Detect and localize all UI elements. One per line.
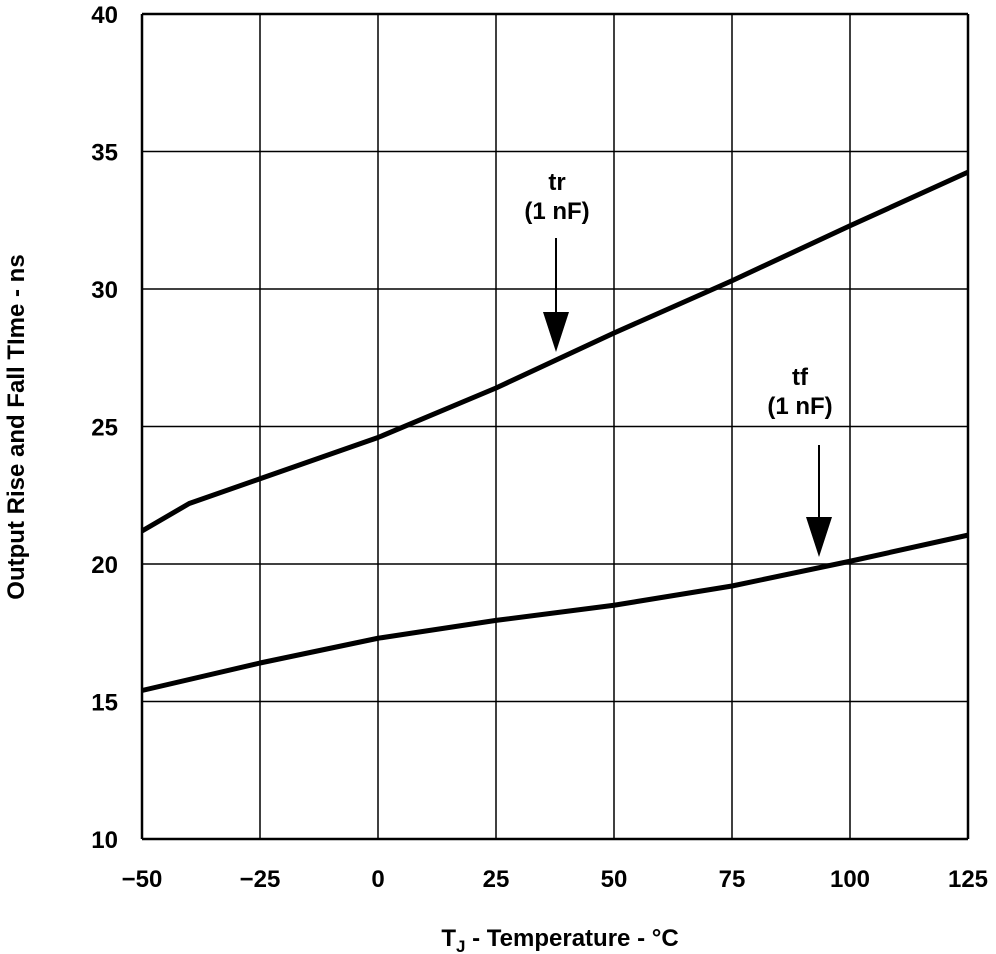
annotation-tf: (1 nF) bbox=[767, 393, 832, 420]
x-axis-label: TJ - Temperature - °C bbox=[441, 925, 678, 954]
y-tick-label: 10 bbox=[91, 827, 118, 854]
y-tick-label: 25 bbox=[91, 415, 118, 442]
x-tick-label: 25 bbox=[483, 866, 510, 893]
x-tick-label: 125 bbox=[948, 866, 988, 893]
y-tick-label: 30 bbox=[91, 277, 118, 304]
y-tick-label: 35 bbox=[91, 140, 118, 167]
x-tick-label: 0 bbox=[371, 866, 384, 893]
x-tick-label: −50 bbox=[122, 866, 163, 893]
y-axis-label: Output Rise and Fall TIme - ns bbox=[3, 254, 30, 599]
x-tick-label: 75 bbox=[719, 866, 746, 893]
series-line-tr bbox=[140, 169, 970, 534]
annotation-tf: tf bbox=[792, 364, 809, 391]
annotation-tr: (1 nF) bbox=[524, 198, 589, 225]
series-line-tf bbox=[141, 532, 969, 693]
x-tick-label: −25 bbox=[240, 866, 281, 893]
y-tick-label: 15 bbox=[91, 690, 118, 717]
y-tick-label: 40 bbox=[91, 2, 118, 29]
x-tick-label: 50 bbox=[601, 866, 628, 893]
annotations: tr(1 nF)tf(1 nF) bbox=[524, 169, 833, 557]
arrow-head-tf bbox=[806, 517, 832, 557]
grid bbox=[140, 12, 970, 841]
x-tick-label: 100 bbox=[830, 866, 870, 893]
y-tick-label: 20 bbox=[91, 552, 118, 579]
annotation-tr: tr bbox=[548, 169, 565, 196]
tick-labels: −50 −25 0 25 50 75 100 125 10 15 20 25 30 35 40 bbox=[91, 2, 988, 893]
arrow-head-tr bbox=[543, 312, 569, 352]
series-lines bbox=[140, 169, 970, 693]
